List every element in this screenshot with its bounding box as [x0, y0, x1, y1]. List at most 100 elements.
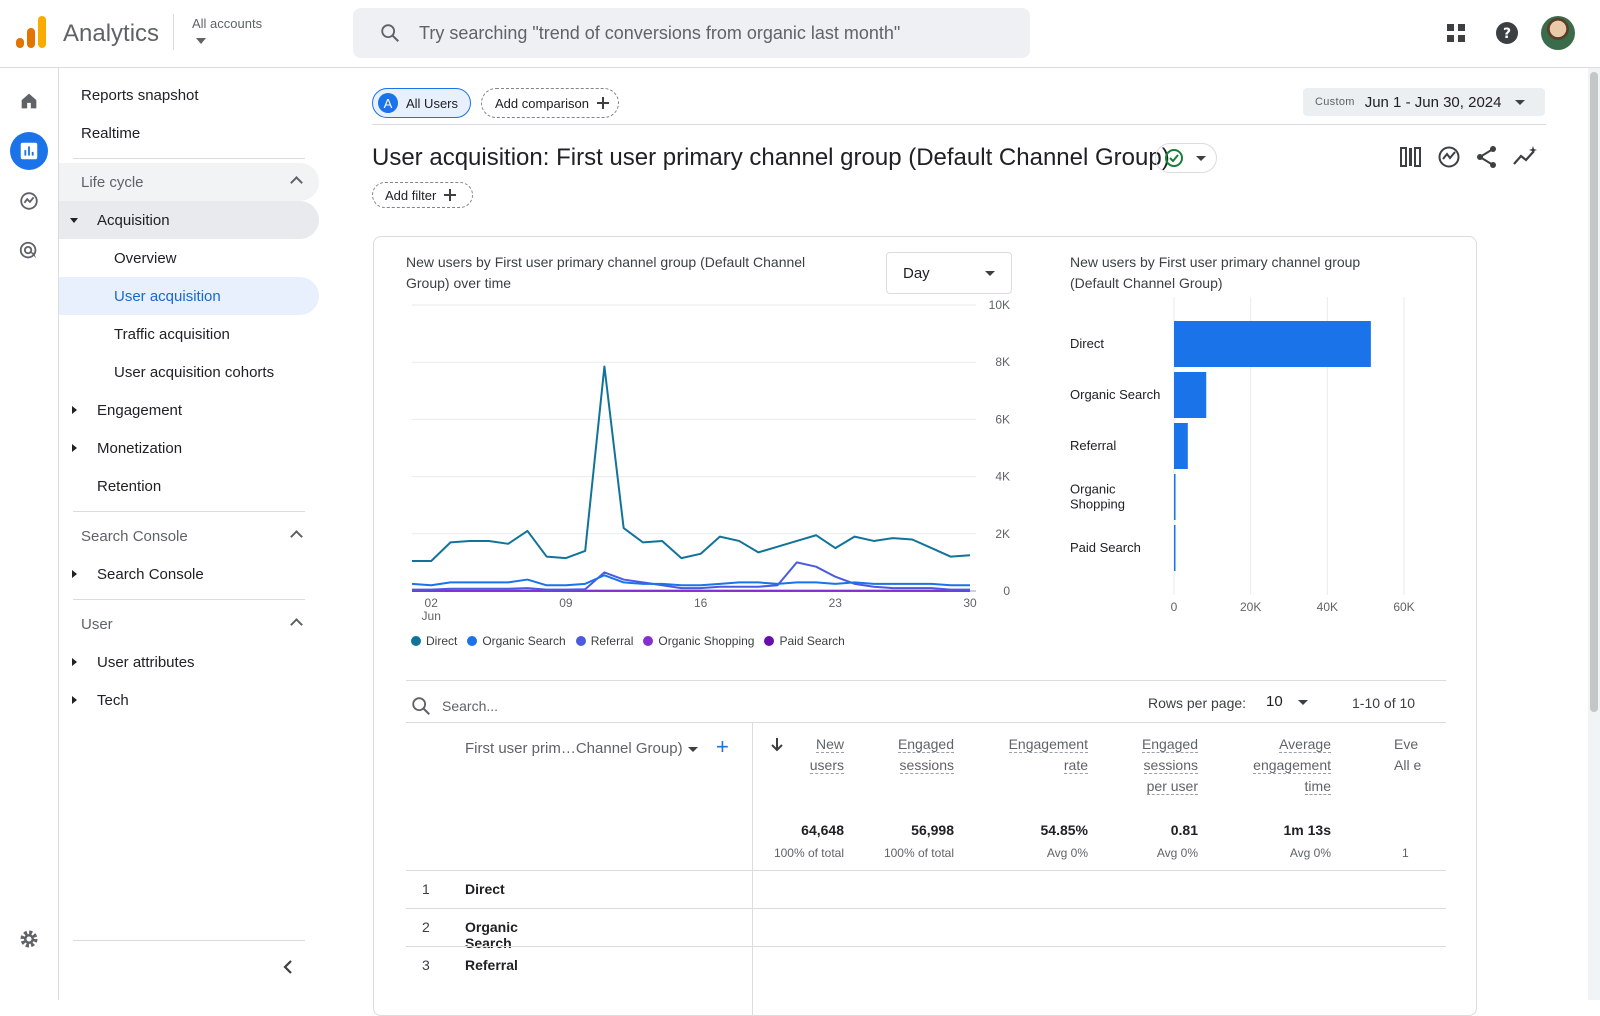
x-tick-label: 20K [1240, 600, 1261, 614]
x-tick-label: 40K [1317, 600, 1338, 614]
account-selector-caret-icon[interactable] [196, 38, 206, 44]
nav-section-lifecycle[interactable]: Life cycle [59, 163, 319, 201]
nav-reports-snapshot[interactable]: Reports snapshot [59, 76, 319, 114]
column-header-line: Engaged [1141, 736, 1198, 753]
bar [1174, 372, 1207, 418]
collapse-chevron-icon [290, 618, 303, 631]
legend-item[interactable]: Organic Search [467, 634, 566, 648]
metric-column-header[interactable]: Engagement rate [1008, 734, 1088, 776]
granularity-value: Day [903, 264, 930, 282]
nav-overview[interactable]: Overview [59, 239, 319, 277]
account-selector-label[interactable]: All accounts [192, 16, 263, 31]
nav-realtime[interactable]: Realtime [59, 114, 319, 152]
line-chart: 10K 8K 6K 4K 2K 0 02 09 16 23 30 Jun [411, 298, 1010, 623]
nav-section-search-console[interactable]: Search Console [59, 517, 319, 555]
metric-column-header[interactable]: Engaged sessions [897, 734, 954, 776]
user-avatar[interactable] [1541, 16, 1575, 50]
nav-divider [73, 511, 305, 512]
add-dimension-plus-icon[interactable]: + [716, 734, 729, 759]
nav-label: Retention [97, 477, 162, 495]
x-tick-label: 16 [694, 596, 708, 610]
page-scrollbar[interactable] [1588, 68, 1600, 1000]
collapse-nav-chevron-icon[interactable] [279, 958, 297, 976]
legend-dot-icon [411, 636, 421, 646]
explore-button[interactable] [10, 182, 48, 220]
apps-grid-icon[interactable] [1441, 18, 1471, 48]
reports-button[interactable] [10, 132, 48, 170]
legend-item[interactable]: Organic Shopping [643, 634, 754, 648]
legend-item[interactable]: Direct [411, 634, 457, 648]
column-header-line: time [1304, 778, 1331, 795]
bar-category-label: Organic Search [1070, 387, 1160, 402]
nav-search-console[interactable]: Search Console [59, 555, 319, 593]
nav-divider [73, 158, 305, 159]
table-search-input[interactable] [442, 695, 772, 717]
column-header-line: users [809, 757, 844, 774]
help-icon[interactable]: ? [1492, 18, 1522, 48]
row-index: 2 [422, 919, 430, 935]
dimension-column-header[interactable]: First user prim…Channel Group) [465, 740, 683, 757]
granularity-select[interactable]: Day [886, 252, 1012, 294]
home-icon [21, 93, 37, 109]
date-range-label: Jun 1 - Jun 30, 2024 [1364, 93, 1502, 111]
search-input[interactable] [419, 20, 1009, 46]
report-card: New users by First user primary channel … [373, 236, 1477, 1016]
sort-descending-arrow-icon[interactable] [770, 736, 784, 752]
nav-user-acquisition-cohorts[interactable]: User acquisition cohorts [59, 353, 319, 391]
nav-tech[interactable]: Tech [59, 681, 319, 719]
report-status-dropdown[interactable] [1155, 143, 1217, 173]
nav-label: Engagement [97, 401, 183, 419]
nav-section-label: Life cycle [81, 173, 144, 191]
legend-label: Paid Search [779, 634, 845, 648]
nav-user-attributes[interactable]: User attributes [59, 643, 319, 681]
nav-label: Acquisition [97, 211, 170, 229]
scrollbar-thumb[interactable] [1590, 72, 1598, 712]
table-search[interactable] [410, 689, 810, 723]
metric-column-header[interactable]: Engaged sessions per user [1141, 734, 1198, 797]
column-header-line: Eve [1394, 736, 1419, 752]
add-filter-button[interactable]: Add filter [372, 182, 473, 208]
nav-engagement[interactable]: Engagement [59, 391, 319, 429]
legend-item[interactable]: Paid Search [764, 634, 845, 648]
x-tick-label: 0 [1171, 600, 1178, 614]
date-range-picker[interactable]: Custom Jun 1 - Jun 30, 2024 [1303, 88, 1545, 116]
compare-insights-icon[interactable] [1436, 144, 1462, 170]
insights-sparkline-icon[interactable] [1512, 144, 1538, 170]
event-count-column-header[interactable]: Eve All e [1394, 734, 1421, 776]
admin-settings-button[interactable] [10, 920, 48, 958]
advertising-button[interactable] [10, 232, 48, 270]
add-comparison-button[interactable]: Add comparison [481, 88, 619, 118]
home-button[interactable] [10, 82, 48, 120]
legend-dot-icon [764, 636, 775, 646]
nav-monetization[interactable]: Monetization [59, 429, 319, 467]
share-icon[interactable] [1474, 144, 1500, 170]
rows-per-page-select[interactable]: 10 [1266, 693, 1283, 710]
analytics-logo-icon[interactable] [16, 16, 46, 48]
all-users-comparison-chip[interactable]: A All Users [372, 88, 471, 118]
gear-icon [20, 930, 38, 948]
rows-per-page-caret-icon[interactable] [1298, 700, 1308, 705]
header-divider [173, 14, 174, 50]
customize-report-icon[interactable] [1398, 144, 1424, 170]
bar-category-label: Shopping [1070, 497, 1125, 512]
metric-column-header[interactable]: Average engagement time [1253, 734, 1331, 797]
nav-acquisition[interactable]: Acquisition [59, 201, 319, 239]
nav-retention[interactable]: Retention [59, 467, 319, 505]
dimension-dropdown-caret-icon[interactable] [688, 747, 698, 752]
legend-label: Organic Search [482, 634, 566, 648]
search-box[interactable] [353, 8, 1030, 58]
column-total: 64,648 [801, 822, 844, 838]
dropdown-caret-icon [985, 271, 995, 276]
metric-column-header[interactable]: New users [809, 734, 844, 776]
legend-item[interactable]: Referral [575, 634, 633, 648]
bar-category-label: Organic [1070, 482, 1116, 497]
row-index: 3 [422, 957, 430, 973]
nav-traffic-acquisition[interactable]: Traffic acquisition [59, 315, 319, 353]
app-title: Analytics [63, 20, 160, 47]
nav-label: Realtime [81, 124, 141, 142]
nav-user-acquisition[interactable]: User acquisition [59, 277, 319, 315]
left-rail [0, 68, 59, 1000]
nav-divider [73, 599, 305, 600]
nav-section-user[interactable]: User [59, 605, 319, 643]
y-tick-label: 4K [995, 470, 1010, 484]
